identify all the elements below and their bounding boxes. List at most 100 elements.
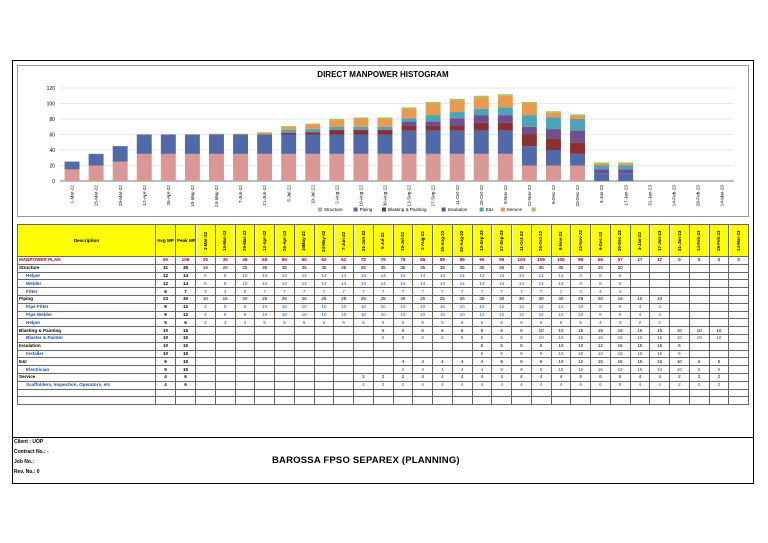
bar-segment (233, 133, 248, 135)
value-cell: 35 (412, 263, 433, 273)
bar-segment (594, 162, 610, 164)
row-description: Helper (17, 271, 156, 281)
value-cell (274, 341, 295, 351)
value-cell: 14 (511, 271, 532, 281)
value-cell (333, 326, 354, 335)
value-cell (353, 365, 374, 374)
value-cell: 4 (649, 302, 670, 312)
value-cell: 6 (530, 341, 552, 351)
bar-segment (473, 153, 489, 181)
value-cell (688, 294, 710, 304)
bar-segment (305, 124, 321, 130)
value-cell: 15 (609, 357, 631, 367)
value-cell: 8 (590, 279, 611, 289)
value-cell: 15 (609, 326, 631, 335)
avg-cell: 4 (155, 372, 176, 382)
bar-segment (473, 115, 489, 123)
value-cell: 35 (333, 263, 354, 273)
value-cell: 8 (234, 302, 256, 312)
value-cell: 4 (451, 372, 473, 382)
value-cell (669, 271, 690, 281)
date-header: 20-Dec-22 (610, 224, 630, 257)
bar-segment (425, 103, 441, 116)
date-header: 22-Nov-22 (570, 224, 591, 257)
value-cell (688, 279, 710, 289)
value-cell: 5 (669, 349, 690, 359)
value-cell: 4 (511, 372, 532, 382)
table-row: Fitter 6 7 3 4 5 7 7 7 7 7 7 7 7 7 7 7 7 7 7 7 7 4 4 4 (17, 287, 749, 296)
value-cell (234, 388, 256, 398)
value-cell (629, 279, 651, 289)
value-cell: 6 (471, 349, 493, 359)
value-cell (214, 333, 236, 343)
value-cell (293, 388, 315, 398)
bar-segment (233, 153, 248, 181)
value-cell (254, 326, 275, 335)
value-cell (293, 365, 315, 374)
value-cell: 6 (590, 380, 611, 390)
x-tick-label: 10-May-22 (190, 185, 195, 207)
date-header: 24-May-22 (314, 224, 334, 257)
value-cell: 4 (471, 380, 493, 390)
avg-cell: 31 (155, 263, 176, 273)
client-label: Client : UOP (14, 439, 44, 445)
value-cell: 14 (471, 271, 493, 281)
value-cell (629, 388, 651, 398)
value-cell: 10 (412, 302, 433, 312)
value-cell: 35 (372, 263, 394, 273)
avg-cell (155, 396, 176, 406)
x-tick-label: 29-Mar-22 (118, 185, 123, 207)
bar-segment (618, 163, 634, 166)
value-cell: 8 (511, 357, 532, 367)
bar-segment (377, 119, 393, 127)
value-cell: 2 (669, 372, 690, 382)
date-header: 3-Jan-23 (630, 224, 650, 257)
value-cell: 10 (451, 310, 473, 320)
peak-cell: 15 (175, 357, 196, 367)
value-cell: 10 (688, 326, 710, 335)
legend-swatch (479, 207, 484, 212)
bar-segment (377, 129, 393, 135)
value-cell: 6 (491, 333, 512, 343)
value-cell (688, 310, 710, 320)
row-description: Piping (17, 294, 156, 304)
value-cell (214, 388, 236, 398)
value-cell: 6 (511, 318, 532, 328)
value-cell: 10 (629, 294, 651, 304)
y-tick-label: 60 (49, 133, 55, 139)
value-cell: 14 (293, 279, 315, 289)
value-cell: 35 (491, 263, 512, 273)
bar-segment (257, 132, 273, 135)
table-row: MANPOWER PLAN 50 106 25 35 45 60 60 60 62 62 72 79 79… (17, 256, 749, 265)
bar-segment (305, 134, 321, 154)
table-row: Pipe Fitter 9 12 4 6 8 10 10 10 10 10 10 10 10 10 10 10 1… (17, 302, 749, 312)
value-cell (412, 341, 433, 351)
date-header: 10May-22 (294, 224, 314, 257)
value-cell: 6 (471, 326, 493, 335)
value-cell (353, 388, 374, 398)
value-cell: 4 (550, 380, 572, 390)
bar-segment (449, 100, 465, 113)
peak-cell: 35 (175, 263, 196, 273)
value-cell (353, 396, 374, 406)
value-cell: 35 (530, 263, 552, 273)
value-cell (333, 365, 354, 374)
x-tick-label: 16-Aug-22 (358, 185, 363, 207)
value-cell: 6 (511, 349, 532, 359)
value-cell: 4 (471, 365, 493, 374)
y-tick-label: 40 (49, 148, 55, 154)
bar-segment (305, 123, 321, 125)
peak-cell: 15 (175, 333, 196, 343)
value-cell: 14 (471, 279, 493, 289)
value-cell (254, 357, 275, 367)
value-cell (214, 372, 236, 382)
value-cell: 35 (214, 256, 236, 265)
value-cell (728, 279, 749, 289)
value-cell: 15 (629, 349, 651, 359)
date-header: 14-Feb-23 (689, 224, 709, 257)
value-cell (728, 341, 749, 351)
value-cell: 8 (570, 279, 591, 289)
value-cell: 4 (649, 380, 670, 390)
bar-segment (449, 118, 465, 126)
table-row (17, 388, 749, 398)
